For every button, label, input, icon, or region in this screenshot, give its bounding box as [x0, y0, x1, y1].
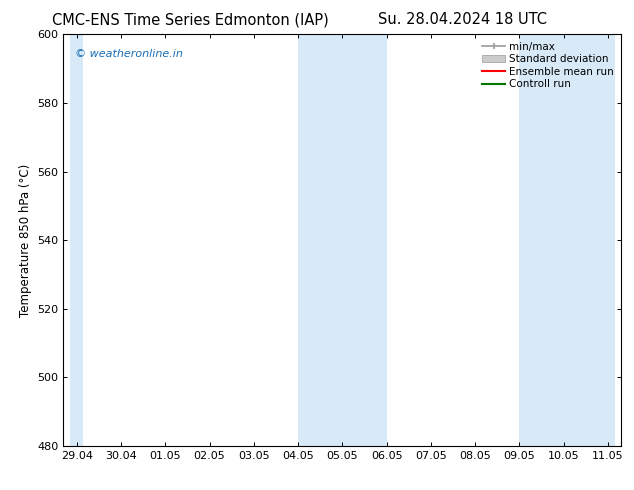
Bar — [70, 34, 83, 446]
Text: Su. 28.04.2024 18 UTC: Su. 28.04.2024 18 UTC — [378, 12, 547, 27]
Text: CMC-ENS Time Series Edmonton (IAP): CMC-ENS Time Series Edmonton (IAP) — [52, 12, 328, 27]
Bar — [298, 34, 387, 446]
Legend: min/max, Standard deviation, Ensemble mean run, Controll run: min/max, Standard deviation, Ensemble me… — [480, 40, 616, 92]
Bar — [519, 34, 615, 446]
Text: © weatheronline.in: © weatheronline.in — [75, 49, 183, 59]
Y-axis label: Temperature 850 hPa (°C): Temperature 850 hPa (°C) — [19, 164, 32, 317]
